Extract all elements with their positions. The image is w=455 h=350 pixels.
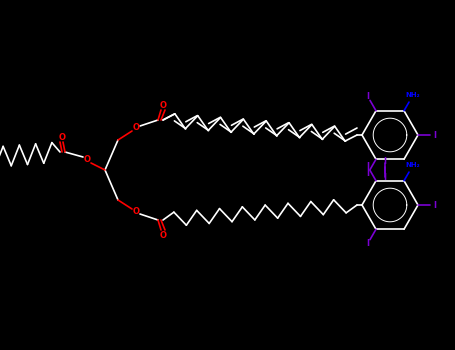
Text: I: I bbox=[434, 201, 436, 210]
Text: I: I bbox=[366, 169, 369, 178]
Text: I: I bbox=[366, 239, 369, 248]
Text: O: O bbox=[160, 100, 167, 110]
Text: O: O bbox=[132, 208, 140, 217]
Text: I: I bbox=[366, 92, 369, 100]
Text: I: I bbox=[366, 162, 369, 170]
Text: I: I bbox=[434, 131, 436, 140]
Text: O: O bbox=[132, 124, 140, 133]
Text: NH₂: NH₂ bbox=[405, 92, 420, 98]
Text: NH₂: NH₂ bbox=[405, 162, 420, 168]
Text: I: I bbox=[384, 174, 386, 182]
Text: O: O bbox=[160, 231, 167, 239]
Text: O: O bbox=[59, 133, 66, 141]
Text: O: O bbox=[84, 155, 91, 164]
Text: I: I bbox=[384, 158, 386, 167]
